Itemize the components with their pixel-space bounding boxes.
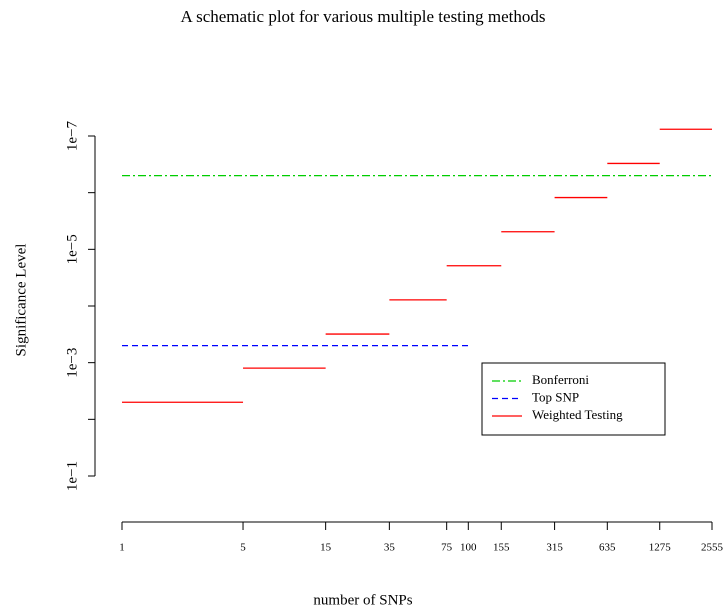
x-tick-label: 2555 xyxy=(701,542,724,554)
x-tick-label: 100 xyxy=(460,542,477,554)
y-axis-label: Significance Level xyxy=(13,244,29,357)
x-tick-label: 635 xyxy=(599,542,616,554)
legend-label: Weighted Testing xyxy=(532,407,623,422)
chart-title: A schematic plot for various multiple te… xyxy=(181,7,546,26)
y-tick-label: 1e−1 xyxy=(64,461,80,491)
x-axis-label: number of SNPs xyxy=(313,592,412,608)
x-tick-label: 5 xyxy=(240,542,246,554)
legend-label: Bonferroni xyxy=(532,372,589,387)
x-tick-label: 315 xyxy=(546,542,563,554)
x-tick-label: 15 xyxy=(320,542,332,554)
x-tick-label: 1275 xyxy=(649,542,672,554)
x-tick-label: 1 xyxy=(119,542,125,554)
x-tick-label: 35 xyxy=(384,542,396,554)
legend-label: Top SNP xyxy=(532,389,579,404)
y-tick-label: 1e−7 xyxy=(64,120,80,151)
y-tick-label: 1e−5 xyxy=(64,234,80,264)
y-tick-label: 1e−3 xyxy=(64,348,80,378)
x-tick-label: 155 xyxy=(493,542,510,554)
x-tick-label: 75 xyxy=(441,542,453,554)
